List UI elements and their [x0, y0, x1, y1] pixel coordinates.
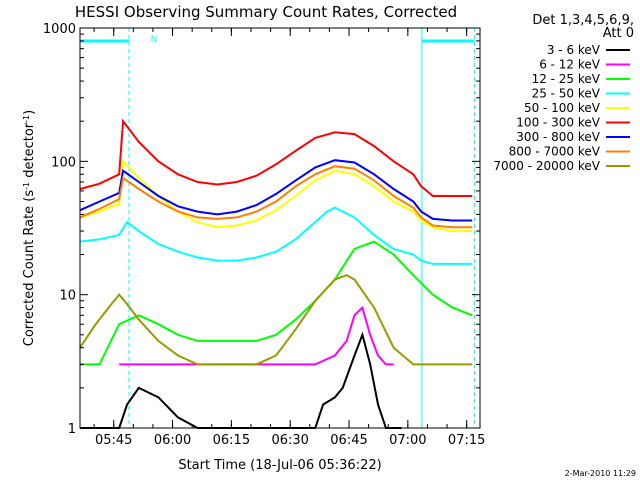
- legend-label: 50 - 100 keV: [524, 101, 601, 115]
- x-axis-label: Start Time (18-Jul-06 05:36:22): [178, 458, 381, 473]
- plot-frame: [79, 27, 481, 429]
- y-tick-label: 1000: [43, 22, 76, 37]
- series-line-7: [79, 165, 473, 229]
- legend-header-line2: Att 0: [603, 26, 634, 41]
- series-line-8: [79, 274, 473, 366]
- legend-label: 3 - 6 keV: [547, 43, 601, 57]
- y-tick-label: 10: [59, 289, 76, 304]
- legend-label: 6 - 12 keV: [539, 58, 601, 72]
- legend-label: 7000 - 20000 keV: [493, 159, 600, 173]
- y-axis-label-middle: detector: [22, 122, 37, 182]
- y-axis-label-prefix: Corrected Count Rate (s: [22, 190, 37, 347]
- legend-label: 300 - 800 keV: [516, 130, 600, 144]
- x-tick-label: 05:45: [95, 433, 132, 448]
- series-line-6: [79, 159, 473, 222]
- x-tick-label: 07:00: [389, 433, 426, 448]
- y-axis-label: Corrected Count Rate (s-1 detector-1): [22, 110, 38, 346]
- footer-date: 2-Mar-2010 11:29: [565, 469, 636, 478]
- legend-label: 800 - 7000 keV: [509, 145, 601, 159]
- y-axis-label-suffix: ): [22, 110, 37, 115]
- x-tick-label: 07:15: [448, 433, 485, 448]
- y-tick-label: 100: [51, 155, 76, 170]
- legend-label: 100 - 300 keV: [516, 116, 600, 130]
- series-line-5: [79, 118, 473, 197]
- series-line-0: [80, 331, 402, 429]
- chart-title: HESSI Observing Summary Count Rates, Cor…: [75, 3, 457, 21]
- legend-header-line1: Det 1,3,4,5,6,9,: [532, 13, 634, 28]
- series-line-2: [80, 240, 473, 366]
- x-tick-label: 06:45: [330, 433, 367, 448]
- x-tick-label: 06:30: [271, 433, 308, 448]
- y-tick-label: 1: [68, 422, 76, 437]
- y-axis-label-sup1: -1: [22, 182, 31, 190]
- x-tick-label: 06:15: [213, 433, 250, 448]
- legend-label: 12 - 25 keV: [532, 72, 601, 86]
- x-tick-label: 06:00: [154, 433, 191, 448]
- series-line-1: [119, 305, 394, 366]
- y-axis-label-sup2: -1: [22, 115, 31, 123]
- legend-label: 25 - 50 keV: [532, 87, 601, 101]
- saa-flag-label: N: [151, 35, 158, 45]
- series-line-4: [79, 158, 473, 233]
- series-line-3: [79, 206, 473, 265]
